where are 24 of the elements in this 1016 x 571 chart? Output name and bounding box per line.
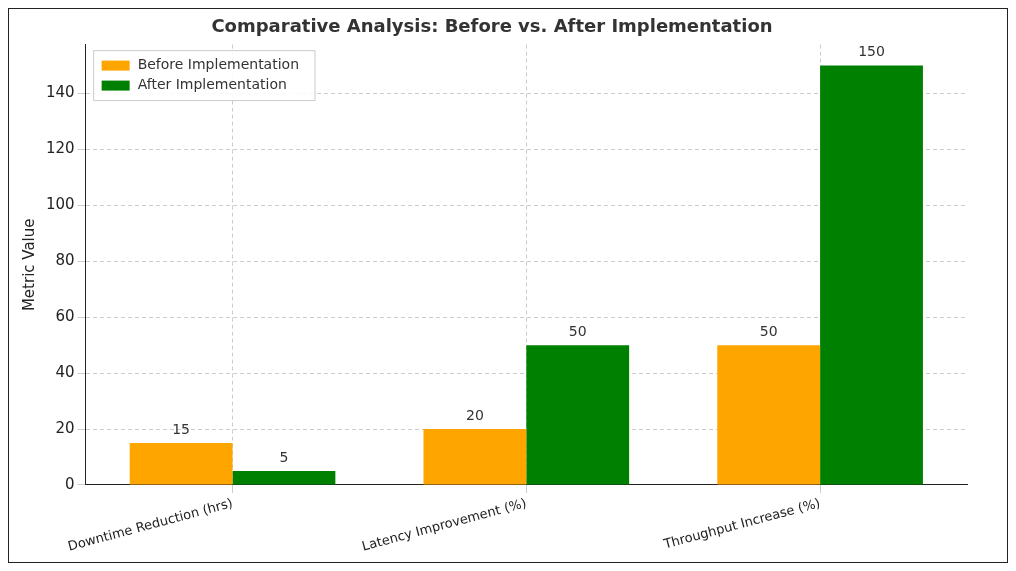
data-label: 150: [858, 43, 885, 60]
y-tick-label: 20: [55, 418, 75, 437]
y-tick-label: 120: [45, 139, 75, 158]
bar: [717, 345, 821, 485]
data-label: 15: [172, 420, 191, 437]
bar: [232, 470, 336, 485]
legend-label: Before Implementation: [137, 56, 300, 73]
bar: [820, 65, 923, 485]
y-axis-title: Metric Value: [19, 218, 38, 312]
y-tick-label: 100: [45, 195, 75, 214]
data-label: 50: [568, 322, 587, 339]
y-tick-label: 0: [65, 474, 75, 493]
bar: [423, 429, 527, 485]
y-tick-label: 40: [55, 363, 75, 381]
data-label: 50: [759, 322, 778, 339]
chart-title: Comparative Analysis: Before vs. After Implementation: [211, 15, 773, 37]
bar: [129, 443, 233, 485]
data-label: 20: [465, 406, 484, 423]
y-tick-label: 140: [45, 83, 75, 102]
data-label: 5: [279, 448, 289, 465]
legend-label: After Implementation: [137, 76, 287, 93]
y-tick-label: 80: [55, 251, 75, 270]
bar: [526, 345, 630, 485]
y-tick-label: 60: [55, 307, 75, 326]
